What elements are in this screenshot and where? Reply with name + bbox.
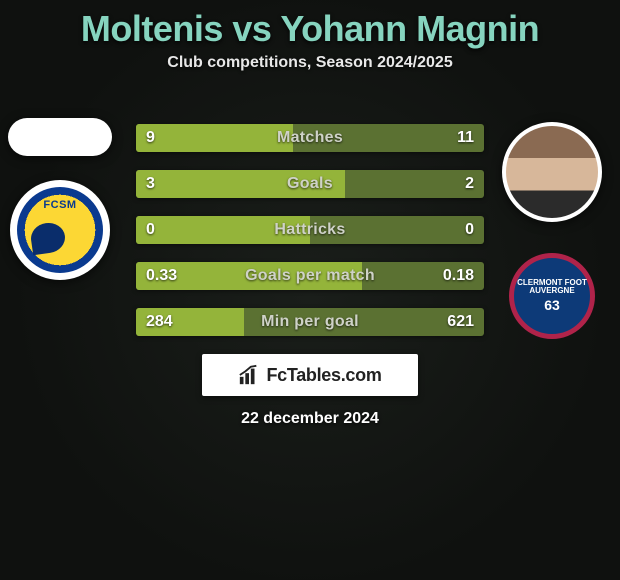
watermark: FcTables.com <box>202 354 418 396</box>
stat-label: Min per goal <box>136 308 484 336</box>
stat-label: Matches <box>136 124 484 152</box>
player1-name: Moltenis <box>81 8 223 49</box>
cf-number: 63 <box>544 298 560 313</box>
date: 22 december 2024 <box>0 410 620 428</box>
player1-photo <box>8 118 112 156</box>
right-avatars: CLERMONT FOOT AUVERGNE 63 <box>502 122 602 344</box>
fcsm-crest-icon: FCSM <box>17 187 103 273</box>
stat-row: 284621Min per goal <box>136 308 484 336</box>
stat-label: Goals per match <box>136 262 484 290</box>
player2-photo <box>502 122 602 222</box>
clermont-crest-icon: CLERMONT FOOT AUVERGNE 63 <box>509 253 595 339</box>
crest-text: FCSM <box>43 199 76 211</box>
stat-row: 32Goals <box>136 170 484 198</box>
face-icon <box>506 126 598 218</box>
stat-label: Goals <box>136 170 484 198</box>
subtitle: Club competitions, Season 2024/2025 <box>0 54 620 72</box>
bars-icon <box>238 364 260 386</box>
player2-crest: CLERMONT FOOT AUVERGNE 63 <box>504 248 600 344</box>
vs-word: vs <box>232 8 271 49</box>
player1-crest: FCSM <box>10 180 110 280</box>
left-avatars: FCSM <box>8 118 112 280</box>
player2-name: Yohann Magnin <box>280 8 539 49</box>
stat-label: Hattricks <box>136 216 484 244</box>
stat-row: 0.330.18Goals per match <box>136 262 484 290</box>
stat-row: 911Matches <box>136 124 484 152</box>
comparison-title: Moltenis vs Yohann Magnin <box>0 0 620 50</box>
stats-container: 911Matches 32Goals 00Hattricks 0.330.18Goal… <box>136 124 484 336</box>
cf-line2: AUVERGNE <box>529 287 574 296</box>
stat-row: 00Hattricks <box>136 216 484 244</box>
watermark-text: FcTables.com <box>266 365 381 386</box>
